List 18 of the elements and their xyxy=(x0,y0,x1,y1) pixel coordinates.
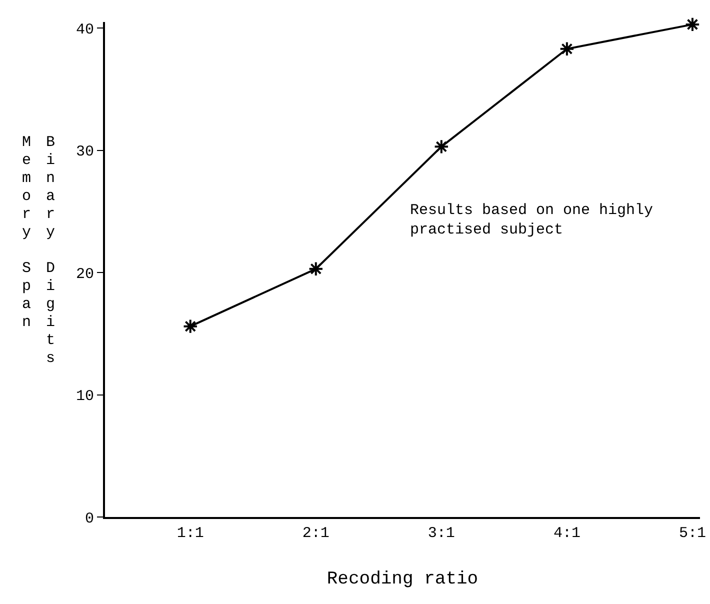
point xyxy=(434,139,450,154)
y-tick-label: 0 xyxy=(84,510,94,528)
x-tick-label: 2:1 xyxy=(302,525,330,542)
x-tick-label: 1:1 xyxy=(176,525,204,542)
y-tick-label: 30 xyxy=(76,144,94,161)
y-tick-label: 40 xyxy=(76,21,94,38)
x-tick-label: 4:1 xyxy=(553,525,580,542)
y-tick-label: 10 xyxy=(76,388,94,406)
annotation: Results based on one highly practised subject xyxy=(410,202,654,238)
x-tick-label: 5:1 xyxy=(678,525,706,542)
y-axis-title: Memory Span Binary Digits xyxy=(17,134,60,368)
y-tick-label: 20 xyxy=(76,266,94,283)
point xyxy=(559,41,575,56)
point xyxy=(684,16,700,32)
x-axis-title: Recoding ratio xyxy=(326,570,478,590)
point xyxy=(308,261,324,276)
x-tick-label: 3:1 xyxy=(428,525,455,542)
point xyxy=(182,318,198,334)
